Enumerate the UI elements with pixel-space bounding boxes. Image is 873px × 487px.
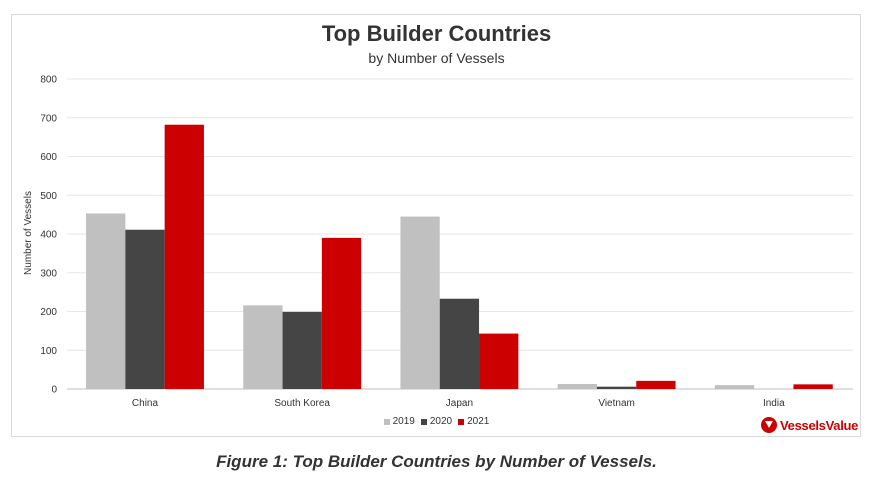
bar-china-2019 xyxy=(86,213,126,389)
y-tick-label: 400 xyxy=(40,230,57,241)
bar-china-2021 xyxy=(164,124,204,389)
y-tick-label: 500 xyxy=(40,191,57,202)
legend-label: 2019 xyxy=(392,416,415,427)
bar-vietnam-2019 xyxy=(557,383,597,389)
bar-japan-2020 xyxy=(439,298,480,389)
y-tick-label: 100 xyxy=(40,346,57,357)
vesselsvalue-logo: VesselsValue xyxy=(761,417,858,433)
x-tick-label: China xyxy=(132,398,159,409)
x-tick-label: South Korea xyxy=(274,398,330,409)
y-tick-label: 700 xyxy=(40,113,57,124)
bar-japan-2019 xyxy=(400,216,440,389)
bar-south-korea-2021 xyxy=(321,237,362,389)
legend: 2019 2020 2021 xyxy=(0,416,873,428)
figure-caption: Figure 1: Top Builder Countries by Numbe… xyxy=(216,452,657,471)
x-tick-label: Japan xyxy=(446,398,473,409)
legend-label: 2021 xyxy=(467,416,490,427)
y-tick-label: 600 xyxy=(40,152,57,163)
y-axis-label: Number of Vessels xyxy=(23,191,34,275)
bar-south-korea-2019 xyxy=(243,305,283,389)
bar-india-2019 xyxy=(714,385,755,389)
legend-item-2021: 2021 xyxy=(458,416,489,427)
y-tick-label: 300 xyxy=(40,268,57,279)
bar-japan-2021 xyxy=(479,333,519,389)
y-tick-label: 800 xyxy=(40,75,57,86)
brand-name: VesselsValue xyxy=(780,417,859,433)
legend-swatch xyxy=(458,418,465,425)
y-axis-ticks: 0 100 200 300 400 500 600 700 800 xyxy=(40,75,57,396)
chart-title: Top Builder Countries xyxy=(321,21,552,46)
x-tick-label: Vietnam xyxy=(598,398,635,409)
chart-subtitle: by Number of Vessels xyxy=(368,50,505,66)
bars xyxy=(86,124,833,389)
y-tick-label: 200 xyxy=(40,307,57,318)
legend-label: 2020 xyxy=(429,416,453,427)
y-tick-label: 0 xyxy=(51,385,57,396)
vesselsvalue-logo-icon xyxy=(761,417,777,433)
bar-china-2020 xyxy=(125,229,165,389)
legend-item-2019: 2019 xyxy=(383,416,415,427)
x-tick-label: India xyxy=(763,398,785,409)
legend-swatch xyxy=(420,418,427,425)
legend-item-2020: 2020 xyxy=(420,416,453,427)
bar-india-2021 xyxy=(793,384,833,389)
bar-vietnam-2021 xyxy=(636,380,676,389)
legend-swatch xyxy=(383,418,390,425)
x-axis-ticks: China South Korea Japan Vietnam India xyxy=(132,398,785,409)
bar-vietnam-2020 xyxy=(596,386,637,389)
bar-south-korea-2020 xyxy=(282,311,322,389)
